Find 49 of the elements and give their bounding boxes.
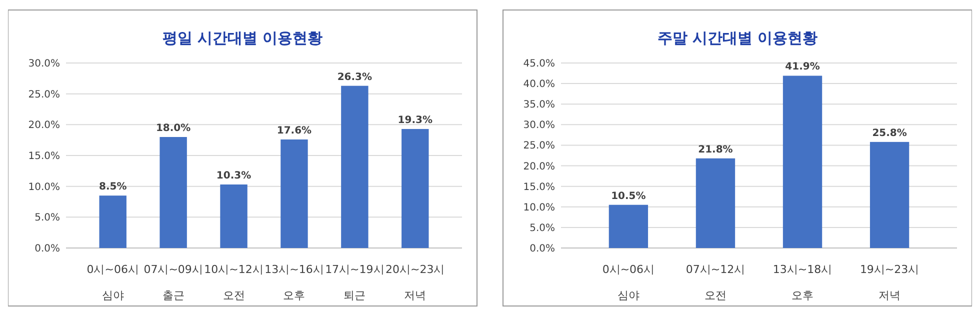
- bar: [160, 137, 187, 248]
- bar: [870, 142, 910, 248]
- chart-title: 평일 시간대별 이용현황: [162, 29, 323, 47]
- data-label: 10.5%: [611, 190, 646, 202]
- y-tick-label: 20.0%: [28, 120, 60, 132]
- data-label: 41.9%: [785, 62, 820, 73]
- data-label: 21.8%: [698, 144, 733, 156]
- bar: [280, 139, 308, 248]
- y-tick-label: 35.0%: [523, 100, 555, 111]
- bar: [782, 76, 822, 248]
- y-tick-label: 10.0%: [28, 182, 60, 193]
- y-tick-label: 30.0%: [523, 120, 555, 132]
- data-label: 8.5%: [98, 182, 127, 193]
- x-tick-label: 0시~06시 심야: [602, 263, 655, 302]
- bar: [341, 86, 368, 248]
- x-tick-label: 10시~12시 오전: [204, 263, 264, 302]
- data-label: 17.6%: [276, 125, 312, 136]
- data-label: 26.3%: [337, 72, 372, 83]
- y-tick-label: 5.0%: [34, 212, 60, 224]
- x-tick-label: 07시~12시 오전: [686, 263, 746, 302]
- y-tick-label: 45.0%: [523, 58, 555, 70]
- x-tick-label: 13시~18시 오후: [772, 263, 832, 302]
- y-tick-label: 0.0%: [34, 244, 60, 254]
- x-tick-label: 0시~06시 심야: [86, 263, 139, 302]
- bar: [220, 184, 248, 248]
- y-tick-label: 0.0%: [530, 244, 555, 254]
- chart-title: 주말 시간대별 이용현황: [657, 29, 818, 47]
- data-label: 19.3%: [398, 114, 432, 126]
- bar: [608, 204, 648, 248]
- bar: [99, 196, 126, 248]
- x-tick-label: 19시~23시 저녁: [860, 263, 920, 302]
- y-tick-label: 20.0%: [523, 161, 555, 172]
- bar: [696, 158, 736, 248]
- y-tick-label: 25.0%: [28, 89, 60, 100]
- data-label: 25.8%: [872, 128, 907, 139]
- bar: [402, 128, 429, 248]
- y-tick-label: 40.0%: [523, 79, 555, 90]
- y-tick-label: 30.0%: [28, 58, 60, 70]
- data-label: 18.0%: [156, 123, 191, 134]
- x-tick-label: 13시~16시 오후: [264, 263, 324, 302]
- x-tick-label: 07시~09시 출근: [144, 263, 203, 302]
- x-tick-label: 17시~19시 퇴근: [325, 263, 384, 302]
- x-tick-label: 20시~23시 저녁: [386, 263, 445, 302]
- y-tick-label: 25.0%: [523, 140, 555, 152]
- y-tick-label: 15.0%: [28, 151, 60, 162]
- y-tick-label: 5.0%: [530, 222, 555, 234]
- y-tick-label: 15.0%: [523, 182, 555, 193]
- data-label: 10.3%: [216, 170, 252, 182]
- y-tick-label: 10.0%: [523, 202, 555, 214]
